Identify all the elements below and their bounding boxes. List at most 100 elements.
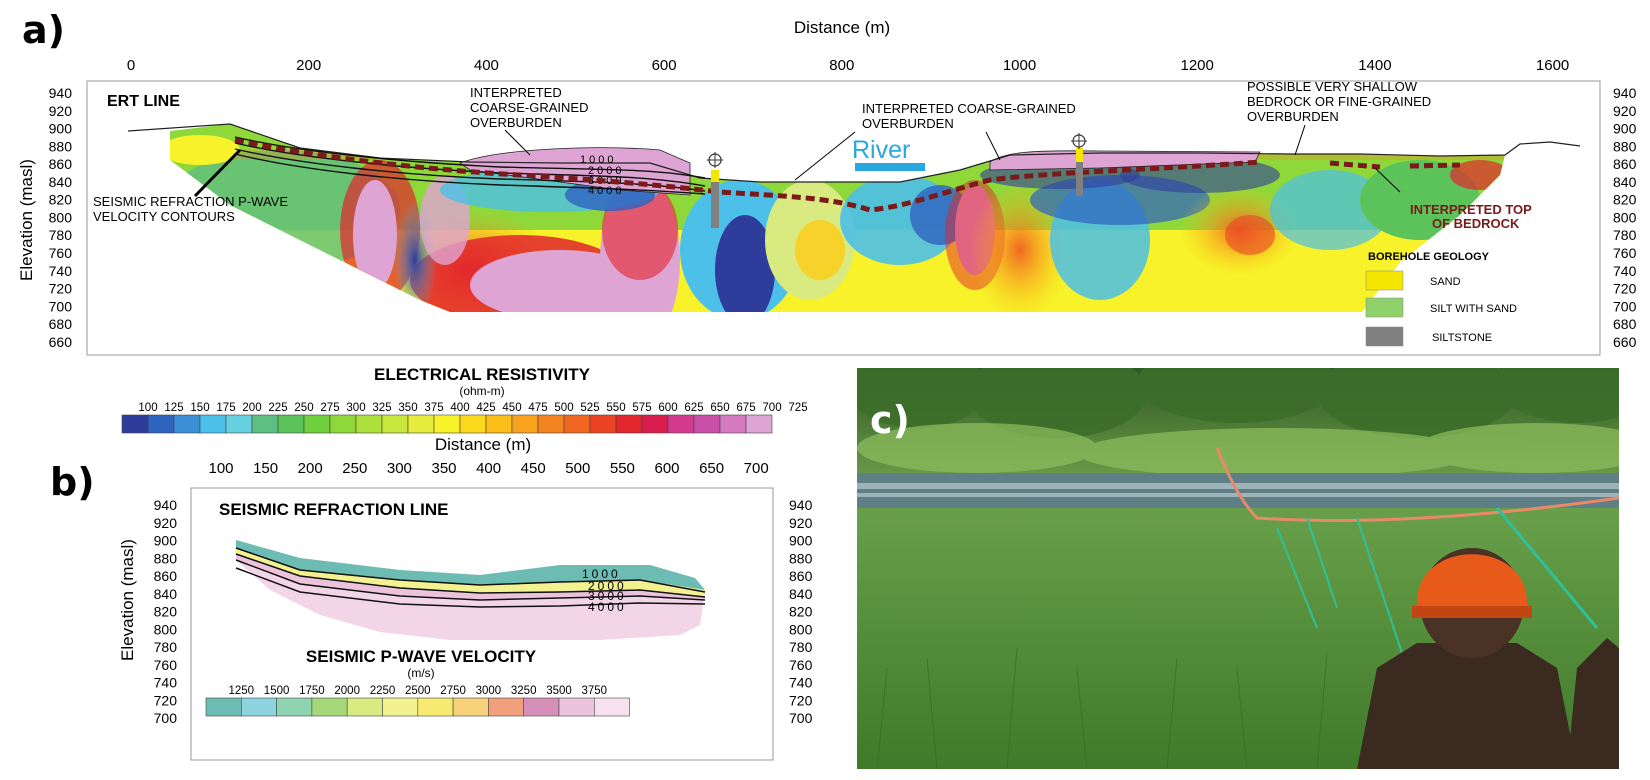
seismic-y-tick-label-right: 720 [789,692,813,708]
seismic-y-tick-label: 780 [154,639,178,655]
ert-y-tick-label-right: 940 [1613,85,1637,101]
seismic-y-tick-label: 760 [154,657,178,673]
seismic-y-tick-label-right: 880 [789,550,813,566]
resistivity-color-swatch [121,414,149,434]
ert-y-tick-label: 740 [49,263,73,279]
legend-silt-label: SILT WITH SAND [1430,303,1517,315]
resistivity-tick-label: 400 [450,402,469,414]
svg-text:INTERPRETED COARSE-GRAINED: INTERPRETED COARSE-GRAINED [862,101,1076,116]
resistivity-unit: (ohm-m) [459,384,504,398]
seismic-contour-label-2000: 2000 [588,579,627,593]
resistivity-colorbar-and-seismic-panel: ELECTRICAL RESISTIVITY (ohm-m) 100 125 150… [118,365,813,761]
ert-y-tick-label-right: 880 [1613,138,1637,154]
resistivity-color-swatch [693,414,721,434]
resistivity-tick-label: 225 [268,402,287,414]
tree-line [857,368,1619,438]
ert-y-tick-label: 920 [49,103,73,119]
velocity-tick-label: 2500 [405,685,431,697]
velocity-tick-label: 2750 [440,685,466,697]
resistivity-tick-label: 675 [736,402,755,414]
seismic-y-tick-label: 900 [154,533,178,549]
resistivity-color-swatch [199,414,227,434]
velocity-tick-label: 1500 [264,685,290,697]
resistivity-color-swatch [407,414,435,434]
annotation-coarse-overburden-2: INTERPRETED COARSE-GRAINED OVERBURDEN [794,101,1076,181]
resistivity-color-swatch [641,414,669,434]
ert-y-tick-label: 660 [49,334,73,350]
resistivity-color-swatch [745,414,773,434]
resistivity-color-swatch [329,414,357,434]
ert-x-tick-label: 600 [652,57,677,74]
seismic-x-axis-title: Distance (m) [435,435,531,454]
resistivity-tick-label: 125 [164,402,183,414]
ert-y-tick-label: 720 [49,281,73,297]
ert-x-tick-label: 1200 [1181,57,1214,74]
seismic-velocity-layer-1000 [236,540,705,590]
velocity-tick-labels: 1250 1500 1750 2000 2250 2500 2750 3000 3250 3500… [229,685,608,697]
svg-text:OVERBURDEN: OVERBURDEN [862,116,954,131]
legend-siltstone-label: SILTSTONE [1432,332,1492,344]
resistivity-tick-label: 575 [632,402,651,414]
resistivity-tick-label: 325 [372,402,391,414]
svg-text:INTERPRETED TOP: INTERPRETED TOP [1410,202,1532,217]
ert-y-tick-label: 880 [49,138,73,154]
ert-y-tick-label-right: 760 [1613,245,1637,261]
ert-contour-label-1000: 1000 [580,154,616,166]
ert-y-tick-label: 860 [49,156,73,172]
resistivity-title: ELECTRICAL RESISTIVITY [374,365,591,384]
resistivity-color-swatch [459,414,487,434]
seismic-contour-label-3000: 3000 [588,589,627,603]
resistivity-color-swatch [173,414,201,434]
velocity-color-swatch [558,697,595,717]
seismic-x-tick-label: 200 [298,460,323,477]
resistivity-color-swatch [277,414,305,434]
seismic-y-tick-label: 800 [154,621,178,637]
resistivity-color-swatch [303,414,331,434]
seismic-line-title: SEISMIC REFRACTION LINE [219,500,449,519]
velocity-color-swatch [488,697,524,717]
seismic-x-tick-label: 600 [654,460,679,477]
resistivity-tick-label: 600 [658,402,677,414]
ert-x-tick-label: 1400 [1358,57,1391,74]
resistivity-tick-label: 175 [216,402,235,414]
annotation-coarse-overburden-1: INTERPRETED COARSE-GRAINED OVERBURDEN [470,85,588,156]
panel-b-letter: b) [50,460,95,504]
svg-text:VELOCITY CONTOURS: VELOCITY CONTOURS [93,209,235,224]
velocity-color-swatch [452,697,489,717]
seismic-y-tick-label: 840 [154,586,178,602]
seismic-y-axis-title: Elevation (masl) [118,539,137,661]
ert-y-tick-label-right: 660 [1613,334,1637,350]
ert-y-tick-label: 800 [49,209,73,225]
velocity-title: SEISMIC P-WAVE VELOCITY [306,647,537,666]
velocity-color-swatch [593,697,630,717]
seismic-x-tick-label: 100 [208,460,233,477]
resistivity-tick-label: 500 [554,402,573,414]
ert-y-tick-label-right: 800 [1613,209,1637,225]
resistivity-tick-label: 150 [190,402,209,414]
seismic-y-tick-label: 820 [154,604,178,620]
seismic-y-tick-label-right: 840 [789,586,813,602]
ert-y-tick-label-right: 700 [1613,298,1637,314]
annotation-shallow-bedrock: POSSIBLE VERY SHALLOW BEDROCK OR FINE-GR… [1247,79,1431,156]
resistivity-color-swatch [225,414,253,434]
svg-text:BEDROCK OR FINE-GRAINED: BEDROCK OR FINE-GRAINED [1247,94,1431,109]
ert-y-tick-label-right: 920 [1613,103,1637,119]
resistivity-tick-label: 475 [528,402,547,414]
top-of-bedrock-line [234,137,1261,213]
seismic-y-tick-label-right: 780 [789,639,813,655]
seismic-y-tick-label-right: 800 [789,621,813,637]
velocity-tick-label: 3500 [546,685,572,697]
panel-a-letter: a) [22,8,66,52]
svg-text:POSSIBLE VERY SHALLOW: POSSIBLE VERY SHALLOW [1247,79,1418,94]
velocity-tick-label: 3000 [476,685,502,697]
velocity-tick-label: 1250 [229,685,255,697]
seismic-plot-frame [190,487,774,761]
ert-x-tick-label: 1000 [1003,57,1036,74]
ert-line-title: ERT LINE [107,93,180,110]
resistivity-color-swatch [589,414,617,434]
velocity-color-swatch [311,697,348,717]
resistivity-tick-label: 200 [242,402,261,414]
resistivity-tick-label: 525 [580,402,599,414]
seismic-y-tick-label: 940 [154,497,178,513]
seismic-y-tick-label-right: 920 [789,515,813,531]
